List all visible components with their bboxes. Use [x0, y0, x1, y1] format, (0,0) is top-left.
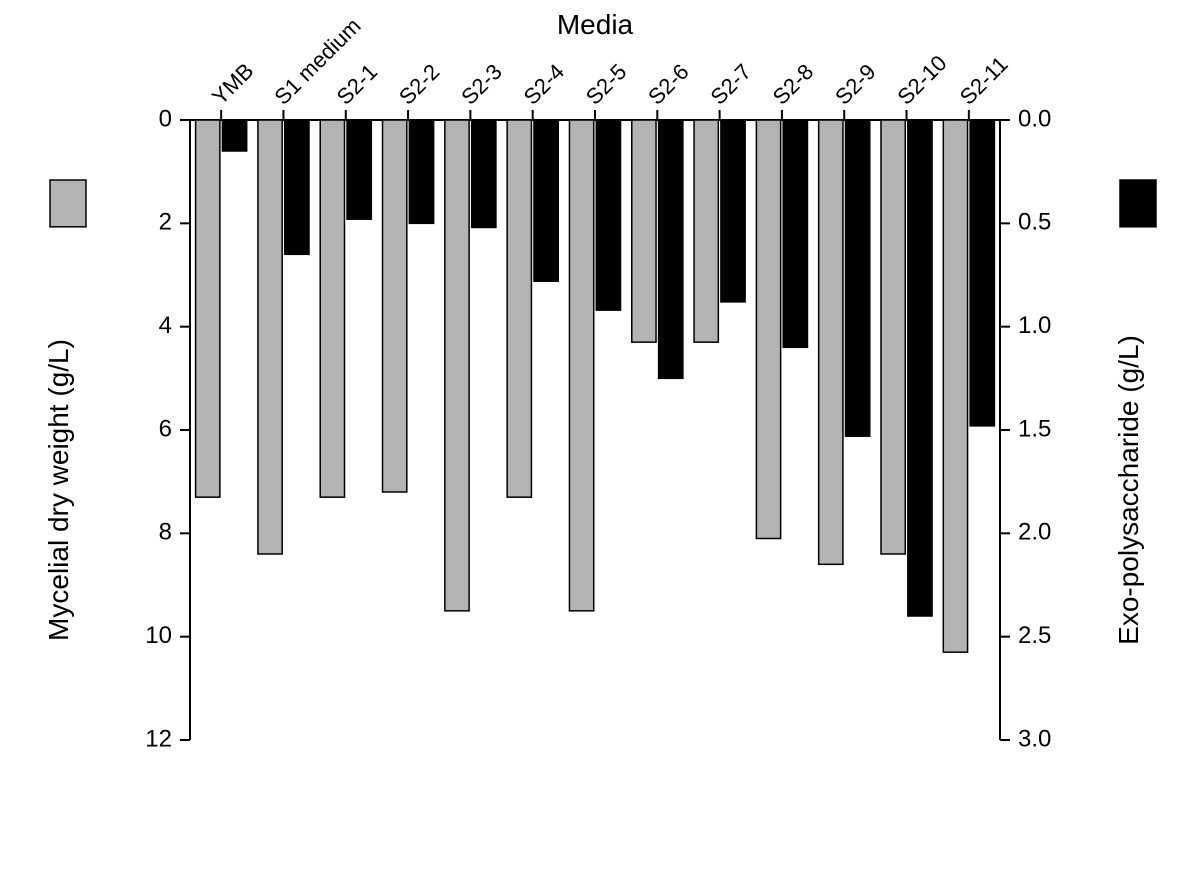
bar-exopoly — [846, 120, 870, 436]
bar-mycelial — [196, 120, 220, 497]
bar-exopoly — [596, 120, 620, 310]
bar-mycelial — [445, 120, 469, 611]
bar-mycelial — [819, 120, 843, 564]
bar-exopoly — [908, 120, 932, 616]
x-axis-title: Media — [557, 9, 634, 40]
legend-swatch-mycelial — [50, 180, 86, 227]
right-tick-label: 3.0 — [1018, 725, 1051, 752]
bar-mycelial — [881, 120, 905, 554]
right-tick-label: 1.5 — [1018, 415, 1051, 442]
bar-exopoly — [222, 120, 246, 151]
left-tick-label: 2 — [159, 209, 172, 236]
bar-exopoly — [721, 120, 745, 302]
bar-mycelial — [943, 120, 967, 652]
right-tick-label: 2.0 — [1018, 519, 1051, 546]
bar-exopoly — [970, 120, 994, 426]
right-axis-title: Exo-polysaccharide (g/L) — [1113, 335, 1144, 645]
bar-mycelial — [632, 120, 656, 342]
bar-exopoly — [285, 120, 309, 254]
right-tick-label: 0.0 — [1018, 105, 1051, 132]
bar-exopoly — [472, 120, 496, 227]
bar-exopoly — [347, 120, 371, 219]
bar-exopoly — [409, 120, 433, 223]
legend-swatch-exopoly — [1120, 180, 1156, 227]
bar-exopoly — [659, 120, 683, 378]
right-tick-label: 0.5 — [1018, 209, 1051, 236]
bar-mycelial — [756, 120, 780, 539]
left-tick-label: 8 — [159, 519, 172, 546]
bar-mycelial — [383, 120, 407, 492]
left-tick-label: 6 — [159, 415, 172, 442]
bar-exopoly — [534, 120, 558, 281]
left-tick-label: 4 — [159, 312, 172, 339]
bar-mycelial — [694, 120, 718, 342]
left-tick-label: 0 — [159, 105, 172, 132]
bar-mycelial — [569, 120, 593, 611]
left-tick-label: 12 — [145, 725, 172, 752]
dual-axis-bar-chart: 0246810120.00.51.01.52.02.53.0YMBS1 medi… — [0, 0, 1186, 888]
left-axis-title: Mycelial dry weight (g/L) — [43, 339, 74, 641]
bar-mycelial — [258, 120, 282, 554]
right-tick-label: 1.0 — [1018, 312, 1051, 339]
right-tick-label: 2.5 — [1018, 622, 1051, 649]
left-tick-label: 10 — [145, 622, 172, 649]
bar-mycelial — [507, 120, 531, 497]
bar-mycelial — [320, 120, 344, 497]
bar-exopoly — [783, 120, 807, 347]
